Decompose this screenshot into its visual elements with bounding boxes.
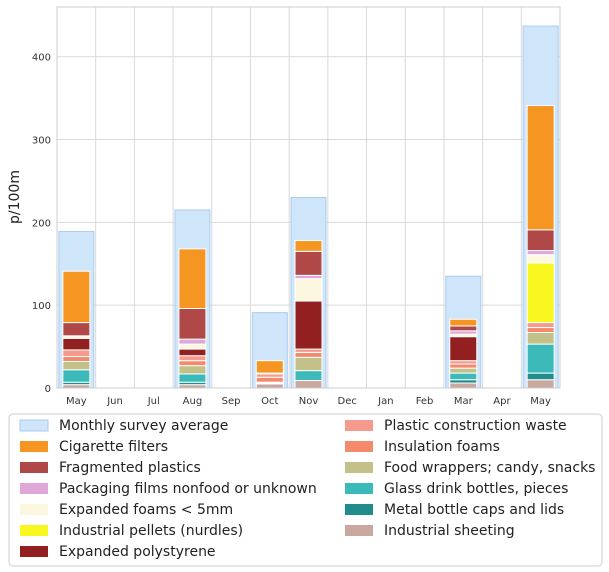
legend: Monthly survey average Cigarette filters F… xyxy=(8,413,603,567)
stacked-bar-segment xyxy=(294,250,323,276)
x-tick-label: Nov xyxy=(299,396,319,407)
stacked-bar-segment xyxy=(62,270,91,324)
stacked-bar-segment xyxy=(294,300,323,350)
legend-swatch xyxy=(20,546,48,557)
y-tick-label: 100 xyxy=(32,301,51,312)
stacked-bar-segment xyxy=(255,383,284,389)
legend-swatch xyxy=(19,419,49,432)
legend-label: Packaging films nonfood or unknown xyxy=(59,481,317,497)
legend-swatch xyxy=(345,525,373,536)
stacked-bar-segment xyxy=(178,343,207,350)
plot-border xyxy=(56,6,561,389)
stacked-bar-segment xyxy=(294,278,323,302)
stacked-bar-segment xyxy=(449,325,478,332)
legend-swatch xyxy=(345,462,373,473)
stacked-bar-segment xyxy=(62,349,91,358)
x-tick-label: May xyxy=(530,396,551,407)
legend-label: Expanded polystyrene xyxy=(59,544,216,560)
legend-label: Cigarette filters xyxy=(59,439,168,455)
stacked-bar-segment xyxy=(526,105,555,231)
legend-label: Insulation foams xyxy=(384,439,500,455)
stacked-bar-segment xyxy=(294,240,323,252)
stacked-bar-segment xyxy=(178,307,207,340)
stacked-bar-segment xyxy=(62,356,91,362)
stacked-bar-segment xyxy=(294,351,323,358)
stacked-bar-segment xyxy=(526,343,555,374)
legend-label: Fragmented plastics xyxy=(59,460,201,476)
legend-label: Plastic construction waste xyxy=(384,418,567,434)
x-tick-label: Oct xyxy=(261,396,278,407)
x-tick-label: Dec xyxy=(338,396,357,407)
stacked-bar-segment xyxy=(178,348,207,357)
stacked-bar-segment xyxy=(178,248,207,309)
stacked-bar-segment xyxy=(294,370,323,382)
stacked-bar-segment xyxy=(294,356,323,372)
stacked-bar-segment xyxy=(526,372,555,381)
stacked-bar-segment xyxy=(449,336,478,362)
legend-label: Food wrappers; candy, snacks xyxy=(384,460,595,476)
legend-label: Industrial pellets (nurdles) xyxy=(59,523,243,539)
stacked-bars xyxy=(62,105,555,389)
stacked-bar-segment xyxy=(62,360,91,371)
x-tick-label: Feb xyxy=(416,396,434,407)
x-tick-label: Mar xyxy=(454,396,474,407)
stacked-bar-segment xyxy=(449,367,478,374)
x-tick-label: Jul xyxy=(147,396,160,407)
y-tick-label: 0 xyxy=(45,384,51,395)
y-tick-label: 300 xyxy=(32,136,51,147)
stacked-bar-segment xyxy=(526,262,555,324)
x-tick-label: Jan xyxy=(377,396,393,407)
legend-swatch xyxy=(20,462,48,473)
stacked-bar-segment xyxy=(178,365,207,375)
stacked-bar-segment xyxy=(62,337,91,351)
stacked-bar-segment xyxy=(178,373,207,383)
legend-label: Glass drink bottles, pieces xyxy=(384,481,568,497)
x-tick-label: Sep xyxy=(222,396,241,407)
stacked-bar-segment xyxy=(449,382,478,389)
stacked-bar-segment xyxy=(526,322,555,329)
x-tick-label: Jun xyxy=(106,396,123,407)
x-tick-label: May xyxy=(66,396,87,407)
stacked-bar-segment xyxy=(449,318,478,327)
stacked-bar-segment xyxy=(178,355,207,362)
legend-swatch xyxy=(20,441,48,452)
y-tick-label: 400 xyxy=(32,53,51,64)
stacked-bar-segment xyxy=(449,372,478,381)
legend-label: Expanded foams < 5mm xyxy=(59,502,233,518)
stacked-bar-segment xyxy=(526,379,555,389)
stacked-bar-segment xyxy=(255,360,284,374)
stacked-bar-segment xyxy=(62,322,91,337)
legend-swatch xyxy=(345,504,373,515)
legend-swatch xyxy=(20,483,48,494)
legend-label: Metal bottle caps and lids xyxy=(384,502,564,518)
x-tick-label: Apr xyxy=(493,396,511,407)
x-tick-label: Aug xyxy=(183,396,203,407)
stacked-bar-segment xyxy=(294,380,323,389)
y-tick-labels: 0 100 200 300 400 xyxy=(32,53,51,395)
stacked-bar-segment xyxy=(526,332,555,345)
legend-swatch xyxy=(345,483,373,494)
legend-swatch xyxy=(20,525,48,536)
stacked-bar-segment xyxy=(255,376,284,383)
stacked-bar-segment xyxy=(526,327,555,334)
x-tick-labels: May Jun Jul Aug Sep Oct Nov Dec Jan Feb Mar Apr May xyxy=(66,396,551,407)
stacked-bar-segment xyxy=(178,338,207,345)
stacked-bar-segment xyxy=(62,369,91,383)
stacked-bar-segment xyxy=(449,363,478,369)
legend-label: Monthly survey average xyxy=(59,418,228,434)
stacked-bar-segment xyxy=(178,360,207,367)
legend-frame xyxy=(8,413,603,567)
stacked-bar-segment xyxy=(526,250,555,256)
y-axis-label: p/100m xyxy=(7,170,23,224)
y-tick-label: 200 xyxy=(32,218,51,229)
stacked-bar-segment xyxy=(526,254,555,264)
stacked-bar-segment xyxy=(526,229,555,252)
legend-label: Industrial sheeting xyxy=(384,523,515,539)
legend-swatch xyxy=(20,504,48,515)
legend-swatch xyxy=(345,420,373,431)
plot-frame xyxy=(56,6,561,389)
legend-swatch xyxy=(345,441,373,452)
